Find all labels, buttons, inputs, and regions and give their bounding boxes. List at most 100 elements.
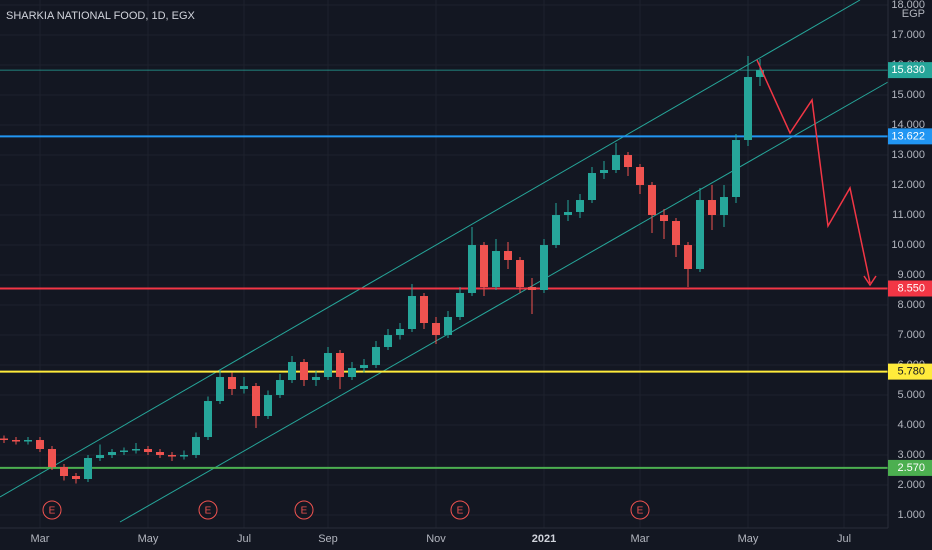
candle-body: [84, 458, 92, 480]
candle-body: [432, 323, 440, 336]
candle-body: [576, 200, 584, 213]
candle-body: [60, 467, 68, 477]
projection-arrowhead: [863, 275, 877, 287]
y-tick-label: 1.000: [897, 509, 925, 521]
candle-body: [288, 362, 296, 381]
candle-body: [24, 440, 32, 442]
candle-body: [132, 449, 140, 451]
candle-body: [552, 215, 560, 246]
candle-body: [408, 296, 416, 330]
candle-body: [624, 155, 632, 168]
y-tick-label: 4.000: [897, 419, 925, 431]
candle-body: [48, 449, 56, 468]
x-tick-label: 2021: [532, 533, 556, 545]
level-label-box: [888, 363, 932, 380]
x-tick-label: Jul: [837, 533, 851, 545]
candle-body: [144, 449, 152, 453]
level-label: 5.780: [897, 366, 925, 378]
candle-body: [156, 452, 164, 456]
level-label-box: [888, 280, 932, 297]
candle-body: [252, 386, 260, 417]
candle-body: [276, 380, 284, 396]
channel-lower: [119, 81, 889, 523]
x-tick-label: Mar: [631, 533, 650, 545]
candle-body: [444, 317, 452, 336]
candle-body: [660, 215, 668, 222]
level-label: 8.550: [897, 282, 925, 294]
candle-body: [336, 353, 344, 378]
y-tick-label: 18.000: [891, 0, 925, 11]
y-tick-label: 14.000: [891, 119, 925, 131]
candle-body: [732, 140, 740, 198]
candle-body: [324, 353, 332, 378]
candle-body: [420, 296, 428, 324]
candle-body: [72, 476, 80, 480]
levels: [0, 69, 888, 469]
candle-body: [480, 245, 488, 288]
x-tick-label: Jul: [237, 533, 251, 545]
candle-body: [744, 77, 752, 141]
candle-body: [456, 293, 464, 318]
candle-body: [108, 452, 116, 456]
y-tick-label: 5.000: [897, 389, 925, 401]
candle-body: [528, 287, 536, 291]
level-label: 13.622: [891, 130, 925, 142]
candle-body: [564, 212, 572, 216]
candle-body: [0, 438, 8, 441]
candle-body: [504, 251, 512, 261]
candle-body: [600, 170, 608, 174]
event-label: E: [637, 506, 644, 517]
candle-body: [696, 200, 704, 270]
event-marker: [294, 500, 314, 520]
candle-body: [192, 437, 200, 456]
candle-body: [180, 455, 188, 457]
x-tick-label: Nov: [426, 533, 446, 545]
candle-body: [612, 155, 620, 171]
projection-path: [756, 59, 871, 284]
level-label-box: [888, 62, 932, 79]
candle-body: [384, 335, 392, 348]
candle-body: [360, 365, 368, 369]
candle-body: [588, 173, 596, 201]
candle-body: [540, 245, 548, 291]
candle-body: [12, 440, 20, 442]
price-axis: [888, 0, 932, 550]
candle-body: [228, 377, 236, 390]
candle-body: [120, 450, 128, 453]
y-tick-label: 10.000: [891, 239, 925, 251]
candle-body: [372, 347, 380, 366]
x-tick-label: Sep: [318, 533, 338, 545]
x-tick-label: Mar: [31, 533, 50, 545]
candle-body: [492, 251, 500, 288]
candle-body: [168, 455, 176, 457]
candle-body: [720, 197, 728, 216]
y-unit: EGP: [902, 8, 925, 20]
y-tick-label: 17.000: [891, 29, 925, 41]
candle-body: [216, 377, 224, 402]
axis: 1.0002.0003.0004.0005.0006.0007.0008.000…: [31, 0, 932, 545]
chart-title: SHARKIA NATIONAL FOOD, 1D, EGX: [6, 10, 196, 22]
channel-upper: [0, 0, 861, 498]
candle-body: [36, 440, 44, 450]
y-tick-label: 2.000: [897, 479, 925, 491]
y-tick-label: 3.000: [897, 449, 925, 461]
candle-body: [756, 70, 764, 78]
candle-body: [648, 185, 656, 216]
level-label-box: [888, 128, 932, 145]
event-marker: [630, 500, 650, 520]
candle-body: [468, 245, 476, 294]
level-label: 15.830: [891, 64, 925, 76]
candle-body: [396, 329, 404, 336]
event-marker: [42, 500, 62, 520]
event-label: E: [301, 506, 308, 517]
event-label: E: [49, 506, 56, 517]
candle-body: [240, 386, 248, 390]
level-label: 2.570: [897, 462, 925, 474]
candle-body: [204, 401, 212, 438]
level-label-box: [888, 459, 932, 476]
y-tick-label: 11.000: [892, 209, 925, 221]
candle-body: [708, 200, 716, 216]
y-tick-label: 9.000: [897, 269, 925, 281]
